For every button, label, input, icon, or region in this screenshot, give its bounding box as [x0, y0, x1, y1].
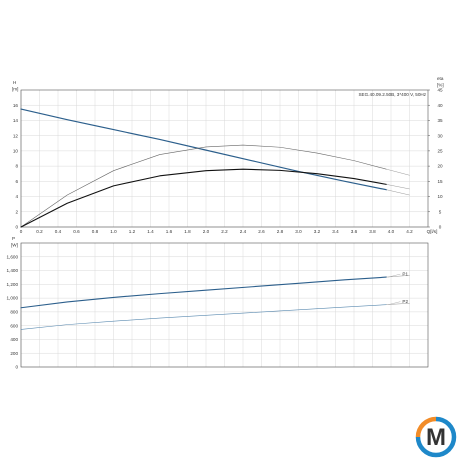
p1-curve-0: [20, 276, 387, 309]
p2-curve-1: [20, 304, 387, 330]
power-y-tick-label: 600: [10, 323, 18, 328]
power-ext-curve-3: [386, 303, 410, 305]
y-right-tick-label: 30: [437, 133, 443, 138]
power-y-tick-label: 800: [10, 309, 18, 314]
y-tick-label: 14: [13, 118, 19, 123]
y-right-tick-label: 20: [437, 164, 443, 169]
x-tick-label: 1.2: [129, 229, 136, 234]
power-y-tick-label: 1,400: [7, 268, 19, 273]
bottom-plot-frame: [20, 242, 429, 368]
y-tick-label: 6: [15, 179, 18, 184]
x-tick-label: 3.4: [332, 229, 339, 234]
top-plot-frame: [20, 89, 429, 228]
head-extension-curve-3: [386, 189, 410, 196]
power-axis-name: P: [12, 236, 15, 241]
y-tick-label: 4: [15, 194, 18, 199]
y-tick-label: 2: [15, 209, 18, 214]
x-tick-label: 1.4: [147, 229, 154, 234]
x-tick-label: 2.8: [277, 229, 284, 234]
y-axis-name: H: [13, 80, 16, 85]
y-right-tick-label: 45: [437, 88, 443, 93]
x-tick-label: 0: [20, 229, 23, 234]
y-right-tick-label: 10: [437, 194, 443, 199]
x-tick-label: 0.6: [73, 229, 80, 234]
y-right-tick-label: 40: [437, 103, 443, 108]
x-tick-label: 3.0: [295, 229, 302, 234]
pump-model-title: SEG.40.09.2.50B, 3*400 V, 50Hz: [358, 92, 426, 97]
power-ext-curve-2: [386, 275, 410, 278]
head-efficiency-panel: 0 0.2 0.4 0.6 0.8 1.0 1.2 1.4 1.6 1.8 2.0 2.2 2.4 2.6…: [12, 76, 444, 234]
brand-logo: M: [415, 416, 457, 458]
series-label-p1: P1: [402, 272, 408, 277]
power-axis-unit: [W]: [11, 243, 18, 248]
x-tick-label: 2.6: [258, 229, 265, 234]
series-label-leader: [388, 301, 401, 305]
y-tick-label: 8: [15, 164, 18, 169]
y-right-tick-label: 35: [437, 118, 443, 123]
y-right-axis-unit: [%]: [437, 83, 444, 88]
efficiency-extension-curve-5: [386, 184, 410, 190]
logo-ring-blue: [415, 416, 457, 458]
x-tick-label: 2.4: [240, 229, 247, 234]
y-right-tick-label: 25: [437, 148, 443, 153]
efficiency-curve-1: [20, 144, 387, 228]
x-tick-label: 3.8: [369, 229, 376, 234]
y-tick-label: 12: [13, 133, 19, 138]
x-tick-label: 1.0: [110, 229, 117, 234]
bottom-grid: [20, 243, 428, 368]
power-y-tick-label: 1,000: [7, 296, 19, 301]
x-tick-label: 0.4: [55, 229, 62, 234]
x-tick-label: 1.8: [184, 229, 191, 234]
y-right-tick-label: 5: [439, 209, 442, 214]
x-tick-label: 0.8: [92, 229, 99, 234]
y-right-tick-label: 0: [439, 225, 442, 230]
x-tick-label: 4.0: [388, 229, 395, 234]
power-y-tick-label: 1,200: [7, 282, 19, 287]
power-y-tick-label: 0: [15, 365, 18, 370]
efficiency-extension-curve-4: [386, 168, 410, 176]
x-tick-label: 0.2: [36, 229, 43, 234]
series-label-p2: P2: [402, 299, 408, 304]
y-right-axis-name: eta: [437, 76, 444, 81]
x-tick-label: 2.0: [203, 229, 210, 234]
x-axis-unit-label: Q[l/s]: [427, 229, 438, 234]
logo-ring-orange: [415, 416, 437, 438]
y-tick-label: 10: [13, 148, 19, 153]
power-y-tick-label: 200: [10, 351, 18, 356]
y-axis-unit: [m]: [12, 87, 18, 92]
x-tick-label: 1.6: [166, 229, 173, 234]
power-panel: 0 200 400 600 800 1,000 1,200 1,400 1,600 P [W] P1 P…: [7, 236, 429, 370]
x-tick-label: 2.2: [221, 229, 228, 234]
y-tick-label: 0: [15, 225, 18, 230]
x-tick-label: 3.2: [314, 229, 321, 234]
top-grid: [20, 90, 428, 228]
x-tick-label: 4.2: [406, 229, 413, 234]
y-tick-label: 16: [13, 103, 19, 108]
x-tick-label: 3.6: [351, 229, 358, 234]
y-right-tick-label: 15: [437, 179, 443, 184]
power-y-tick-label: 1,600: [7, 254, 19, 259]
head-curve-0: [20, 108, 387, 191]
power-y-tick-label: 400: [10, 337, 18, 342]
efficiency-curve-2: [20, 168, 387, 228]
logo-letter: M: [426, 424, 446, 451]
